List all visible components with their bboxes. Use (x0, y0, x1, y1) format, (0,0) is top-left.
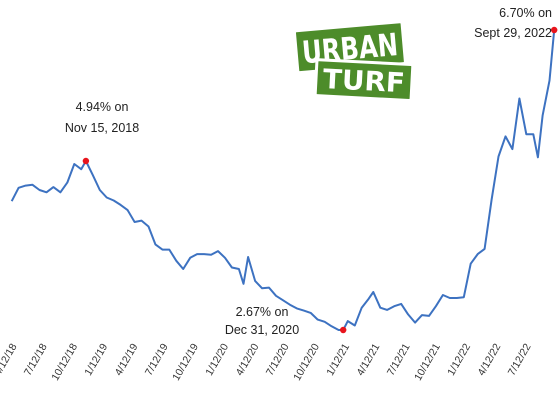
x-tick-label: 1/12/20 (203, 341, 231, 377)
x-tick-label: 1/12/21 (324, 341, 352, 377)
logo-word-bottom: TURF (322, 64, 406, 99)
annotation-label-2-line-1: Sept 29, 2022 (474, 26, 552, 40)
annotation-marker-1 (340, 326, 347, 334)
x-tick-label: 4/12/21 (354, 341, 382, 377)
marker-group (82, 26, 558, 334)
annotation-marker-2 (551, 26, 558, 34)
annotation-label-0-line-1: Nov 15, 2018 (65, 121, 139, 135)
x-tick-label: 7/12/21 (385, 341, 413, 377)
x-tick-label: 7/12/19 (143, 341, 171, 377)
x-tick-label: 10/12/18 (49, 341, 80, 383)
x-tick-label: 7/12/20 (264, 341, 292, 377)
x-tick-labels: 4/12/18 7/12/18 10/12/18 1/12/19 4/12/19 7/12… (0, 341, 534, 383)
urbanturf-logo: URBAN TURF (292, 20, 415, 102)
series-line-group (10, 29, 556, 331)
annotation-marker-0 (82, 157, 90, 165)
x-tick-label: 1/12/19 (82, 341, 110, 377)
x-tick-label: 7/12/22 (506, 341, 534, 377)
x-tick-label: 1/12/22 (445, 341, 473, 377)
x-tick-label: 10/12/20 (291, 341, 322, 383)
x-tick-label: 4/12/19 (113, 341, 141, 377)
annotation-label-0-line-0: 4.94% on (76, 100, 129, 114)
x-tick-label: 4/12/20 (234, 341, 262, 377)
annotation-label-1-line-1: Dec 31, 2020 (225, 323, 299, 337)
annotation-label-2-line-0: 6.70% on (499, 6, 552, 20)
annotation-group: 4.94% on Nov 15, 2018 2.67% on Dec 31, 2020… (65, 6, 552, 337)
x-tick-label: 10/12/19 (170, 341, 201, 383)
logo-sign-bottom (313, 58, 415, 102)
series-line-0 (10, 29, 556, 331)
x-tick-label: 7/12/18 (22, 341, 50, 377)
x-tick-label: 4/12/18 (0, 341, 20, 377)
annotation-label-1-line-0: 2.67% on (236, 305, 289, 319)
x-tick-label: 10/12/21 (412, 341, 443, 383)
x-tick-label: 4/12/22 (475, 341, 503, 377)
